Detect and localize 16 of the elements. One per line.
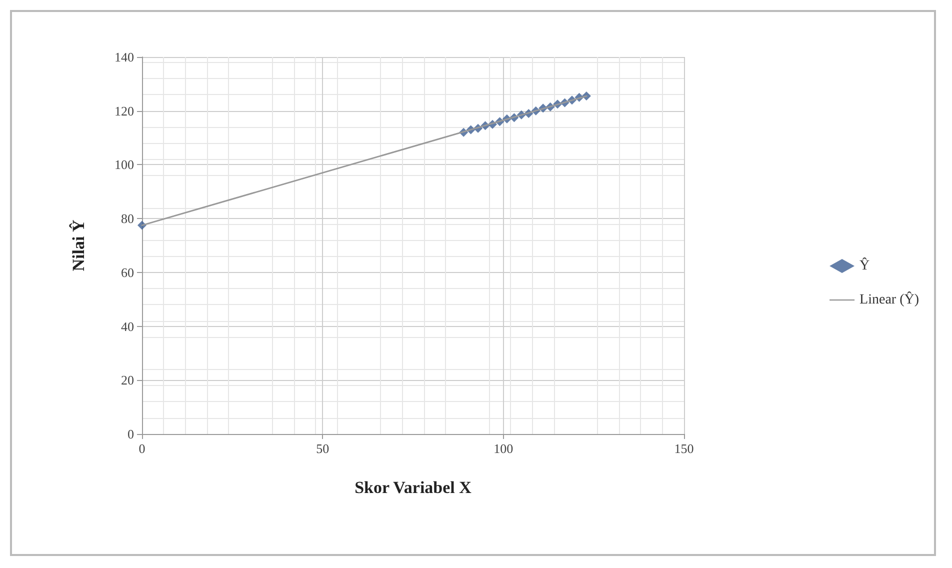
legend-label: Linear (Ŷ) — [860, 290, 920, 308]
y-axis-title: Nilai Ŷ — [69, 220, 88, 272]
x-tick-label: 50 — [316, 441, 330, 456]
y-tick-label: 60 — [121, 264, 134, 280]
x-tick-label: 100 — [494, 441, 514, 456]
x-axis-title: Skor Variabel X — [354, 478, 472, 497]
y-tick-label: 0 — [128, 426, 134, 442]
y-tick-label: 40 — [121, 318, 134, 334]
y-tick-label: 80 — [121, 211, 134, 226]
y-tick-label: 120 — [114, 103, 134, 118]
y-tick-label: 100 — [114, 157, 134, 172]
x-tick-label: 0 — [138, 441, 146, 456]
x-tick-label: 150 — [674, 441, 694, 456]
y-tick-label: 20 — [121, 372, 134, 388]
legend-label: Ŷ — [860, 256, 870, 274]
y-tick-label: 140 — [114, 50, 134, 64]
